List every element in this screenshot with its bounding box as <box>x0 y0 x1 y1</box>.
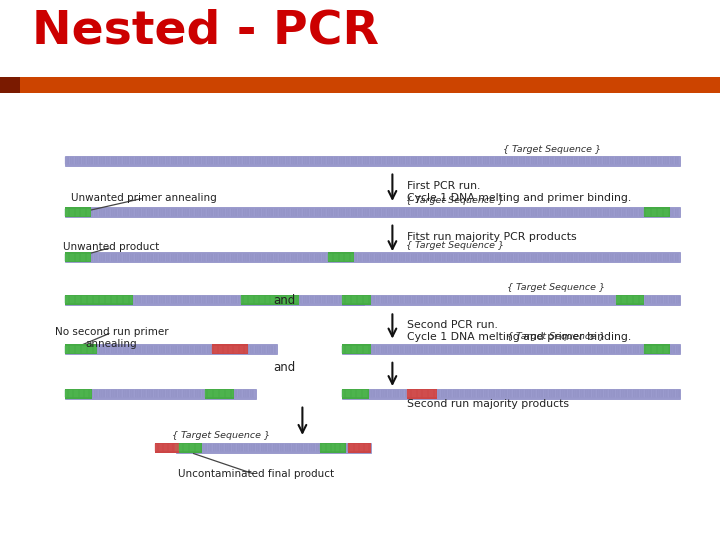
Text: { Target Sequence }: { Target Sequence } <box>507 333 605 341</box>
Bar <box>407 389 437 399</box>
Bar <box>342 389 680 399</box>
Bar <box>65 156 680 166</box>
Bar <box>644 344 670 354</box>
Bar <box>342 295 371 305</box>
Bar <box>342 295 680 305</box>
Text: { Target Sequence }: { Target Sequence } <box>172 430 270 440</box>
Text: Second run majority products: Second run majority products <box>407 399 569 409</box>
Bar <box>212 344 248 354</box>
Bar <box>65 389 256 399</box>
Bar <box>65 344 97 354</box>
Bar <box>65 207 680 217</box>
Bar <box>65 295 133 305</box>
Bar <box>342 344 371 354</box>
Text: Uncontaminated final product: Uncontaminated final product <box>178 469 333 479</box>
Text: Unwanted primer annealing: Unwanted primer annealing <box>71 193 217 202</box>
Bar <box>320 443 346 453</box>
Bar <box>155 443 179 453</box>
Bar <box>342 389 369 399</box>
Bar <box>176 443 202 453</box>
Bar <box>205 389 234 399</box>
Bar <box>65 389 92 399</box>
Bar <box>328 252 354 262</box>
Text: Fitst run majority PCR products: Fitst run majority PCR products <box>407 232 577 241</box>
Text: and: and <box>274 361 295 374</box>
Bar <box>65 295 364 305</box>
Bar <box>348 443 371 453</box>
Bar <box>616 295 644 305</box>
Bar <box>644 207 670 217</box>
Text: Second PCR run.
Cycle 1 DNA melting and primer binding.: Second PCR run. Cycle 1 DNA melting and … <box>407 320 631 342</box>
Text: { Target Sequence }: { Target Sequence } <box>406 195 504 205</box>
Text: { Target Sequence }: { Target Sequence } <box>406 240 504 249</box>
Text: First PCR run.
Cycle 1 DNA melting and primer binding.: First PCR run. Cycle 1 DNA melting and p… <box>407 181 631 203</box>
Text: { Target Sequence }: { Target Sequence } <box>507 283 605 292</box>
Bar <box>65 344 277 354</box>
Bar <box>176 443 371 453</box>
Bar <box>342 344 680 354</box>
Bar <box>241 295 299 305</box>
Text: No second run primer
annealing: No second run primer annealing <box>55 327 168 349</box>
Bar <box>65 252 91 262</box>
Text: Nested - PCR: Nested - PCR <box>32 9 379 54</box>
Bar <box>65 252 680 262</box>
Text: { Target Sequence }: { Target Sequence } <box>503 145 601 154</box>
Bar <box>65 207 91 217</box>
Text: Unwanted product: Unwanted product <box>63 242 160 252</box>
Text: and: and <box>274 294 295 307</box>
Bar <box>0 77 20 93</box>
